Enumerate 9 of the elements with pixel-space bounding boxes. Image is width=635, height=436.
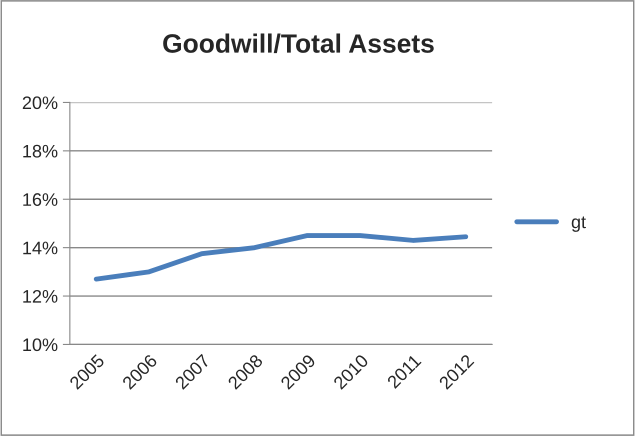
y-tick-label: 20%	[22, 96, 58, 110]
legend-label: gt	[572, 216, 586, 232]
line-series	[94, 233, 468, 282]
y-tick-label: 14%	[23, 242, 58, 254]
y-tick-label: 10%	[23, 338, 58, 352]
y-tick-label: 16%	[23, 193, 58, 206]
chart-title: Goodwill/Total Assets	[163, 33, 434, 54]
y-tick-label: 18%	[23, 144, 58, 158]
y-tick-label: 12%	[23, 290, 58, 303]
